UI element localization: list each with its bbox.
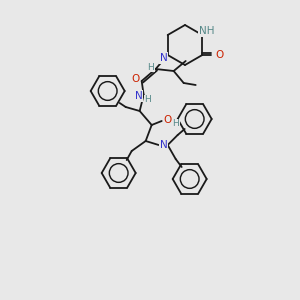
Text: O: O <box>164 115 172 125</box>
Text: H: H <box>172 119 179 128</box>
Text: H: H <box>144 95 151 104</box>
Text: O: O <box>132 74 140 84</box>
Text: N: N <box>160 140 168 150</box>
Text: NH: NH <box>199 26 214 36</box>
Text: O: O <box>215 50 224 60</box>
Text: N: N <box>135 91 142 101</box>
Text: N: N <box>160 53 168 63</box>
Text: H: H <box>147 62 154 71</box>
